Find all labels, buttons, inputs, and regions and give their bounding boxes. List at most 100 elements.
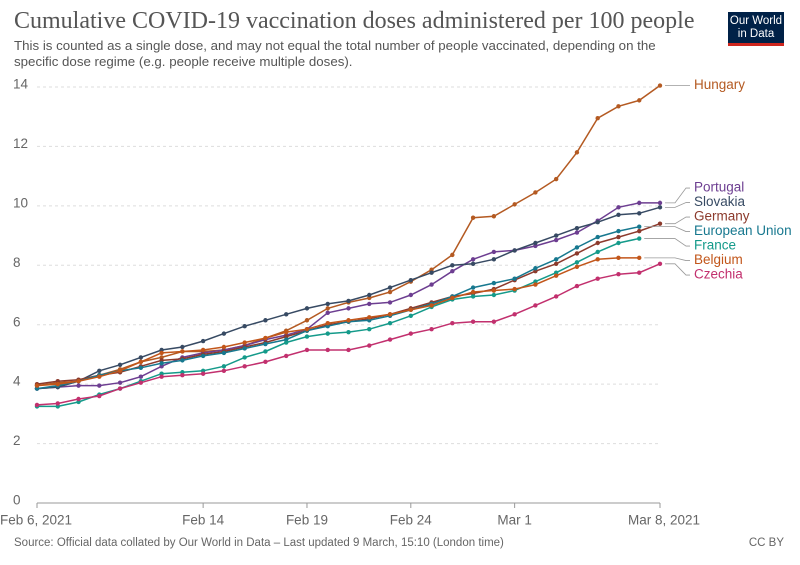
data-point (657, 205, 663, 210)
legend-label: Portugal (694, 180, 744, 195)
data-point (657, 200, 663, 206)
data-point (180, 358, 185, 363)
y-tick-label: 4 (13, 374, 21, 389)
legend-label: European Union (694, 223, 792, 238)
data-point (450, 295, 455, 301)
data-point (616, 272, 621, 277)
legend-label: Hungary (694, 77, 745, 92)
data-point (491, 292, 497, 298)
y-tick-label: 0 (13, 493, 21, 508)
data-point (221, 364, 227, 369)
data-point (263, 341, 268, 347)
data-point (637, 224, 642, 229)
y-tick-label: 6 (13, 314, 21, 329)
data-point (553, 261, 559, 266)
data-point (574, 283, 580, 289)
data-point (76, 383, 81, 388)
y-tick-label: 12 (13, 136, 28, 151)
data-point (97, 368, 102, 373)
data-point (470, 285, 476, 290)
data-point (491, 319, 497, 324)
data-point (429, 303, 434, 308)
data-point (180, 349, 185, 354)
data-point (637, 236, 642, 241)
data-point (200, 353, 206, 359)
data-point (242, 340, 247, 345)
data-point (553, 233, 559, 238)
data-point (408, 307, 413, 313)
data-point (97, 393, 102, 399)
data-point (284, 329, 289, 335)
data-point (616, 255, 621, 261)
license[interactable]: CC BY (748, 537, 784, 549)
data-point (138, 380, 144, 385)
logo[interactable]: Our World in Data (728, 12, 784, 46)
data-point (325, 321, 330, 326)
data-point (284, 340, 289, 345)
data-point (450, 263, 455, 268)
data-point (325, 347, 330, 353)
data-point (242, 324, 247, 329)
data-point (387, 321, 393, 326)
data-point (491, 288, 497, 293)
data-point (512, 202, 517, 207)
data-point (533, 303, 538, 308)
data-point (574, 264, 580, 269)
data-point (470, 289, 476, 295)
data-point (242, 355, 247, 360)
data-point (408, 331, 413, 336)
data-point (387, 285, 393, 290)
data-point (450, 252, 455, 258)
data-point (55, 381, 60, 387)
series-line (36, 257, 640, 387)
data-point (637, 211, 642, 216)
data-point (387, 312, 393, 317)
data-point (76, 378, 81, 384)
data-point (304, 306, 310, 311)
x-tick-label: Feb 24 (390, 513, 433, 528)
data-point (616, 240, 621, 246)
data-point (512, 248, 517, 253)
data-point (367, 315, 372, 320)
data-point (117, 386, 123, 391)
label-connector (665, 202, 690, 208)
x-tick-label: Feb 14 (182, 513, 225, 528)
data-point (34, 402, 40, 408)
data-point (34, 383, 40, 388)
label-connector (644, 238, 690, 247)
data-point (533, 190, 538, 195)
data-point (574, 245, 580, 250)
data-point (221, 331, 227, 336)
legend-label: France (694, 238, 736, 253)
data-point (346, 298, 351, 304)
data-point (159, 374, 164, 379)
data-point (117, 362, 123, 368)
label-connector (644, 226, 690, 232)
chart: 0 2 4 6 8 10 12 14 Feb 6, 2021 Feb 14 Feb 19 Feb 24… (0, 77, 792, 528)
data-point (491, 249, 497, 255)
data-point (367, 292, 372, 298)
x-tick-label: Mar 8, 2021 (628, 513, 700, 528)
data-point (470, 319, 476, 324)
data-point (263, 318, 268, 323)
data-point (553, 176, 559, 182)
data-point (242, 346, 247, 351)
data-point (387, 300, 393, 305)
data-point (138, 359, 144, 365)
data-point (512, 286, 517, 292)
data-point (200, 371, 206, 376)
data-point (221, 350, 227, 356)
data-point (553, 294, 559, 299)
data-point (138, 355, 144, 360)
data-point (574, 225, 580, 231)
label-connector (665, 216, 690, 225)
data-point (242, 364, 247, 369)
y-tick-label: 14 (13, 77, 29, 92)
data-point (367, 326, 372, 332)
legend-label: Slovakia (694, 194, 746, 209)
data-point (325, 301, 330, 307)
data-point (637, 200, 642, 206)
data-point (512, 312, 517, 317)
data-point (221, 368, 227, 373)
